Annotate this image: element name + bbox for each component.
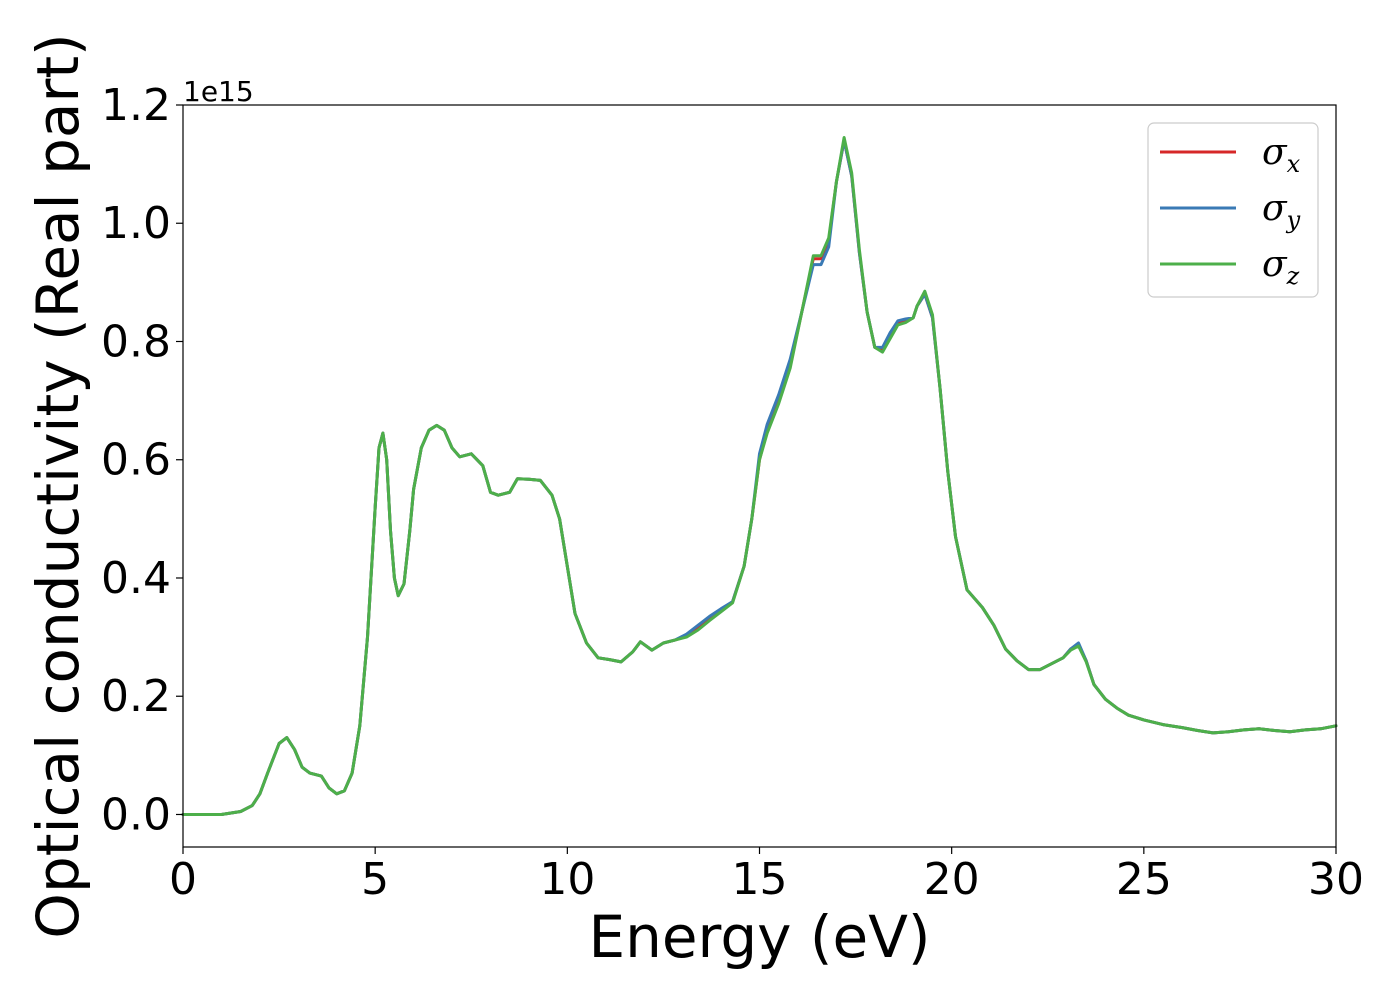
y-tick-label: 1.0 [101,198,171,249]
plot-lines [181,136,1338,816]
y-axis-label: Optical conductivity (Real part) [24,33,92,938]
y-axis: 0.0 0.2 0.4 0.6 0.8 1.0 1.2 [101,80,183,840]
x-tick-label: 5 [361,854,389,905]
legend-box [1147,122,1319,298]
y-offset-label: 1e15 [183,75,254,108]
y-tick-label: 0.2 [101,671,171,722]
series-line-z [181,136,1338,816]
x-tick-label: 25 [1116,854,1172,905]
y-tick-label: 0.4 [101,553,171,604]
x-axis: 0 5 10 15 20 25 30 [169,847,1364,905]
x-tick-label: 0 [169,854,197,905]
y-tick-label: 0.0 [101,789,171,840]
y-tick-label: 0.6 [101,435,171,486]
x-tick-label: 10 [539,854,595,905]
legend-label-z: σz [1262,244,1300,290]
y-tick-label: 0.8 [101,316,171,367]
x-tick-label: 15 [732,854,788,905]
x-tick-label: 30 [1308,854,1364,905]
x-tick-label: 20 [924,854,980,905]
x-axis-label: Energy (eV) [588,903,930,971]
y-tick-label: 1.2 [101,80,171,131]
